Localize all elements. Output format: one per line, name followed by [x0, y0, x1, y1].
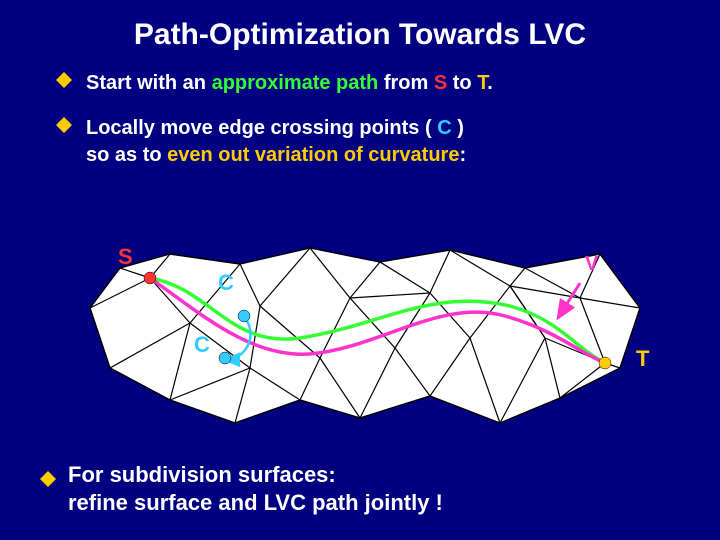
svg-text:V: V [585, 253, 599, 275]
diamond-icon [56, 72, 72, 88]
footer-sub: subdivision surfaces: [110, 462, 336, 487]
bullet-2-c: C [437, 117, 451, 139]
bullet-list: Start with an approximate path from S to… [0, 52, 720, 169]
svg-text:T: T [636, 346, 650, 371]
bullet-1-to: to [447, 72, 477, 94]
footer-l2: refine surface and LVC path jointly ! [68, 490, 443, 515]
svg-text:C: C [218, 270, 234, 295]
bullet-2-l1a: Locally move edge crossing points ( [86, 117, 437, 139]
bullet-1-approx: approximate path [212, 72, 379, 94]
bullet-1: Start with an approximate path from S to… [56, 70, 680, 97]
bullet-1-text: Start with an approximate path from S to… [86, 70, 493, 97]
footer-l1a: For [68, 462, 110, 487]
bullet-2: Locally move edge crossing points ( C ) … [56, 115, 680, 169]
slide-title: Path-Optimization Towards LVC [0, 0, 720, 52]
bullet-1-t: T [477, 72, 487, 94]
svg-text:S: S [118, 244, 133, 269]
bullet-2-l2b: : [459, 144, 466, 166]
diamond-icon [40, 466, 56, 495]
bullet-1-dot: . [487, 72, 493, 94]
bullet-1-pre: Start with an [86, 72, 212, 94]
footer-bullet: For subdivision surfaces: refine surface… [40, 461, 443, 518]
bullet-1-from: from [378, 72, 434, 94]
bullet-1-s: S [434, 72, 447, 94]
bullet-2-even: even out variation of curvature [167, 144, 459, 166]
bullet-2-text: Locally move edge crossing points ( C ) … [86, 115, 466, 169]
bullet-2-l2a: so as to [86, 144, 167, 166]
diagram: S C C V T [0, 228, 720, 458]
bullet-2-l1b: ) [452, 117, 464, 139]
svg-text:C: C [194, 332, 210, 357]
diamond-icon [56, 117, 72, 133]
